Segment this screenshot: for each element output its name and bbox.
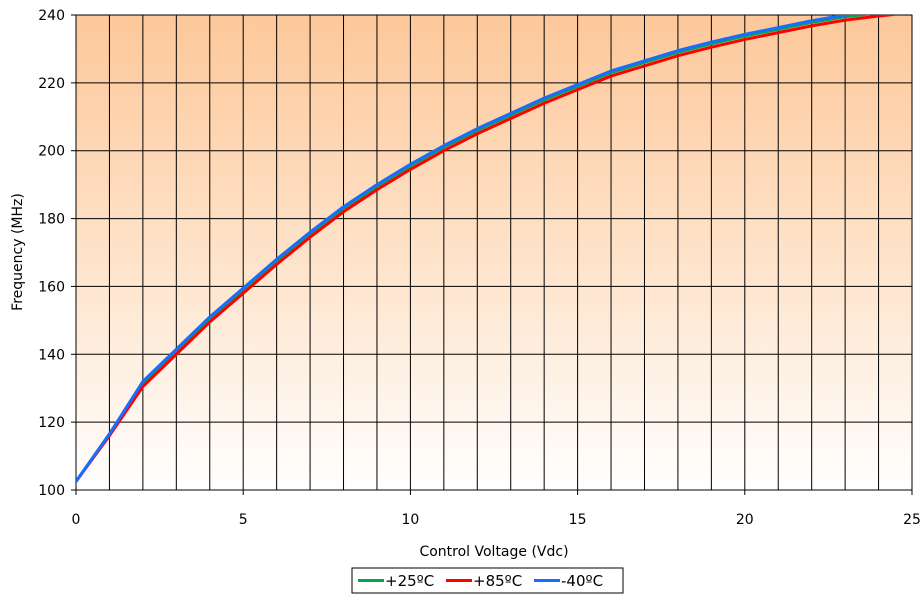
vertical-gridlines	[108, 15, 880, 490]
y-tick-labels: 100 120 140 160 180 200 220 240	[38, 8, 76, 499]
series-line-2	[76, 15, 897, 484]
y-tick-label: 100	[38, 483, 65, 499]
horizontal-gridlines	[76, 82, 912, 423]
x-tick-label: 15	[569, 512, 587, 528]
x-tick-labels: 0 5 10 15 20 25	[72, 490, 921, 528]
y-tick-label: 120	[38, 415, 65, 431]
x-tick-label: 25	[903, 512, 921, 528]
y-tick-label: 180	[38, 212, 65, 228]
y-tick-label: 220	[38, 76, 65, 92]
y-tick-label: 140	[38, 347, 65, 363]
x-tick-label: 0	[72, 512, 81, 528]
x-tick-label: 20	[736, 512, 754, 528]
legend-label: +85ºC	[473, 572, 522, 590]
y-tick-label: 200	[38, 144, 65, 160]
legend: +25ºC +85ºC -40ºC	[351, 567, 624, 594]
y-tick-label: 240	[38, 8, 65, 24]
series-line-3	[76, 15, 860, 484]
y-axis-title: Frequency (MHz)	[10, 193, 26, 311]
x-tick-label: 5	[239, 512, 248, 528]
y-tick-label: 160	[38, 279, 65, 295]
legend-box	[351, 567, 624, 594]
series-layer	[76, 15, 897, 484]
plot-border	[75, 14, 913, 491]
legend-label: -40ºC	[561, 572, 603, 590]
x-tick-label: 10	[401, 512, 419, 528]
x-axis-title: Control Voltage (Vdc)	[419, 544, 568, 560]
legend-label: +25ºC	[385, 572, 434, 590]
plot-area	[76, 15, 912, 490]
